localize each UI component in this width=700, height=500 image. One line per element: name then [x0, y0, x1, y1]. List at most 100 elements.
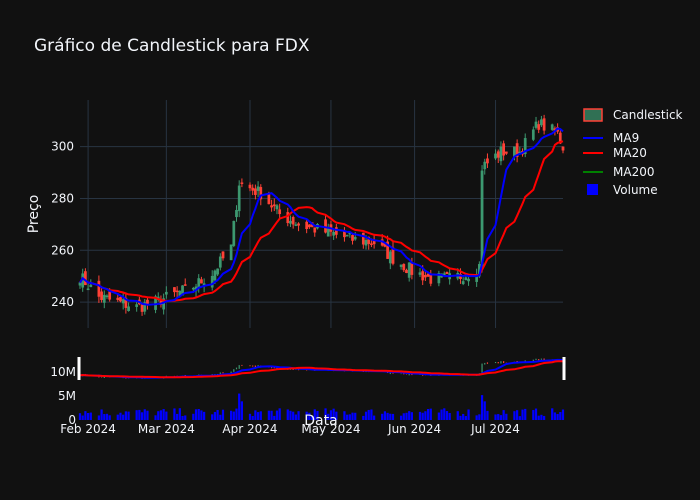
volume-bar-108: [483, 401, 486, 420]
candle-29: [183, 278, 187, 286]
volume-bar-91: [421, 412, 424, 420]
volume-bar-12: [122, 414, 125, 420]
candle-body: [218, 256, 222, 268]
volume-bar-48: [256, 412, 260, 420]
legend-ma200-label[interactable]: MA200: [613, 165, 654, 179]
volume-bar-31: [194, 409, 198, 420]
candle-body: [175, 290, 179, 293]
candle-122: [537, 120, 541, 134]
volume-bar-119: [524, 408, 527, 420]
volume-bar-22: [159, 410, 163, 420]
volume-bar-115: [513, 411, 516, 420]
candle-60: [305, 219, 309, 234]
volume-bar-21: [157, 411, 160, 420]
candle-90: [418, 268, 422, 278]
candle-body: [558, 132, 562, 144]
candle-43: [237, 180, 241, 218]
volume-bar-83: [389, 413, 392, 420]
range-slider-overview[interactable]: [77, 357, 566, 380]
candle-52: [272, 198, 276, 212]
candle-body: [119, 297, 122, 302]
candle-41: [232, 220, 236, 248]
volume-bar-51: [270, 410, 273, 420]
candle-88: [407, 262, 411, 282]
volume-bar-44: [240, 401, 244, 420]
volume-bar-78: [370, 409, 373, 420]
candle-body: [496, 151, 500, 158]
volume-bar-13: [124, 411, 127, 420]
volume-bar-26: [176, 413, 179, 420]
candle-6: [100, 286, 103, 303]
y-tick-label-1: 260: [51, 243, 74, 257]
volume-bar-10: [116, 414, 119, 420]
volume-bar-67: [329, 410, 333, 420]
candle-51: [270, 199, 273, 212]
volume-bar-35: [211, 414, 214, 420]
volume-bar-68: [332, 408, 335, 420]
volume-bar-14: [127, 411, 130, 420]
candle-body: [100, 291, 103, 301]
legend-ma20-label[interactable]: MA20: [613, 146, 647, 160]
candle-body: [254, 188, 257, 195]
volume-bar-62: [310, 416, 314, 420]
volume-bar-71: [346, 414, 349, 420]
volume-bar-32: [197, 408, 200, 420]
candle-body: [278, 209, 282, 215]
candle-body: [248, 184, 252, 189]
volume-bar-124: [542, 415, 546, 420]
volume-bar-81: [383, 411, 387, 420]
legend-volume-swatch: [587, 184, 598, 195]
candle-body: [197, 278, 201, 288]
candle-47: [254, 184, 257, 200]
candle-37: [216, 268, 219, 276]
volume-bar-36: [213, 411, 217, 420]
volume-bar-43: [238, 393, 241, 420]
volume-bar-103: [464, 416, 467, 420]
range-handle-right[interactable]: [562, 357, 566, 380]
candle-59: [297, 222, 300, 232]
volume-bar-37: [216, 409, 219, 420]
candle-body: [164, 291, 168, 295]
range-handle-left[interactable]: [77, 357, 81, 380]
candle-body: [332, 231, 336, 236]
axis-ticks: 240 260 280 300 Feb 2024 Mar 2024 Apr 2024 May …: [50, 140, 520, 436]
candle-body: [494, 153, 497, 159]
volume-bar-80: [381, 413, 384, 420]
candle-body: [313, 227, 317, 233]
volume-bar-125: [551, 408, 554, 420]
volume-bar-106: [478, 414, 481, 420]
candle-18: [143, 299, 147, 315]
candle-body: [324, 219, 327, 233]
y-tick-label-3: 300: [51, 140, 74, 154]
legend[interactable]: Candlestick MA9 MA20 MA200 Volume: [583, 108, 683, 197]
volume-bar-56: [289, 410, 292, 420]
candle-body: [97, 280, 101, 297]
candle-83: [388, 249, 392, 270]
volume-bar-127: [556, 414, 559, 420]
volume-bar-93: [426, 409, 430, 420]
candle-body: [429, 273, 433, 284]
candle-body: [410, 262, 414, 275]
volume-bar-77: [367, 409, 370, 420]
legend-volume-label[interactable]: Volume: [613, 183, 658, 197]
volume-bar-126: [553, 412, 557, 420]
candle-body: [426, 273, 430, 277]
candle-33: [200, 276, 203, 284]
candle-body: [464, 277, 468, 281]
volume-bar-28: [181, 415, 184, 420]
candle-44: [240, 178, 244, 188]
candle-15: [135, 300, 139, 312]
candle-body: [294, 224, 298, 226]
candle-42: [235, 205, 238, 222]
candle-35: [210, 270, 214, 291]
candle-63: [313, 227, 317, 237]
candle-54: [278, 203, 282, 219]
candle-body: [515, 143, 519, 158]
volume-bar-33: [200, 410, 203, 420]
legend-candlestick-label[interactable]: Candlestick: [613, 108, 683, 122]
candle-body: [421, 271, 425, 281]
legend-ma9-label[interactable]: MA9: [613, 131, 639, 145]
candle-48: [256, 181, 260, 198]
ma9-line: [79, 127, 564, 306]
